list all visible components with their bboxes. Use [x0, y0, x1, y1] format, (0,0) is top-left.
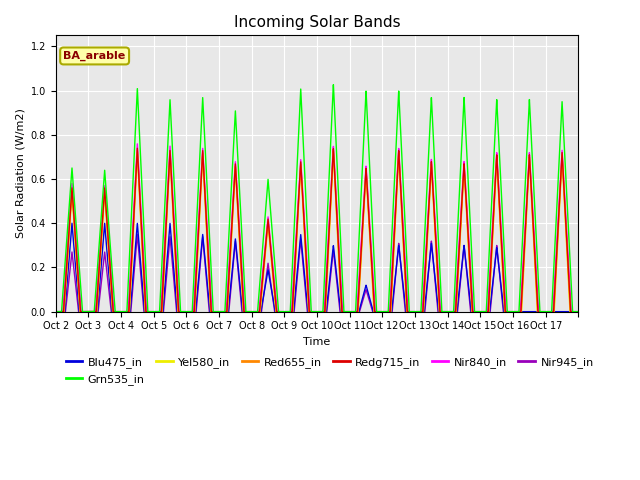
Redg715_in: [575, 309, 582, 314]
Blu475_in: [361, 286, 369, 292]
Line: Redg715_in: Redg715_in: [56, 148, 579, 312]
Blu475_in: [241, 309, 249, 314]
Nir945_in: [241, 309, 249, 314]
Nir945_in: [78, 309, 86, 314]
Nir840_in: [575, 309, 582, 314]
Nir945_in: [134, 231, 141, 237]
Grn535_in: [52, 309, 60, 314]
Blu475_in: [384, 309, 392, 314]
Yel580_in: [467, 295, 475, 301]
Line: Blu475_in: Blu475_in: [56, 223, 579, 312]
Grn535_in: [575, 309, 582, 314]
Redg715_in: [361, 182, 369, 188]
Grn535_in: [384, 309, 392, 314]
Yel580_in: [361, 187, 369, 193]
Grn535_in: [467, 240, 475, 246]
Nir945_in: [575, 309, 582, 314]
Yel580_in: [134, 150, 141, 156]
Yel580_in: [241, 309, 249, 314]
Red655_in: [467, 290, 475, 296]
Grn535_in: [440, 309, 447, 314]
Line: Grn535_in: Grn535_in: [56, 84, 579, 312]
Nir840_in: [241, 309, 249, 314]
Yel580_in: [78, 309, 86, 314]
Blu475_in: [467, 308, 475, 314]
Grn535_in: [78, 301, 86, 307]
Grn535_in: [330, 82, 337, 87]
Line: Nir840_in: Nir840_in: [56, 144, 579, 312]
Redg715_in: [384, 309, 392, 314]
Nir840_in: [52, 309, 60, 314]
Blu475_in: [68, 220, 76, 226]
Blu475_in: [440, 309, 447, 314]
Red655_in: [384, 309, 392, 314]
Red655_in: [440, 309, 447, 314]
Nir840_in: [78, 309, 86, 314]
Redg715_in: [78, 309, 86, 314]
Grn535_in: [241, 292, 249, 298]
Nir840_in: [361, 179, 369, 185]
Nir945_in: [467, 309, 475, 314]
Nir945_in: [384, 309, 392, 314]
Legend: Blu475_in, Grn535_in, Yel580_in, Red655_in, Redg715_in, Nir840_in, Nir945_in: Blu475_in, Grn535_in, Yel580_in, Red655_…: [61, 353, 598, 389]
Blu475_in: [575, 309, 582, 314]
Redg715_in: [467, 285, 475, 290]
Y-axis label: Solar Radiation (W/m2): Solar Radiation (W/m2): [15, 108, 25, 239]
Nir840_in: [134, 141, 141, 147]
Nir945_in: [361, 290, 369, 296]
Nir840_in: [440, 309, 447, 314]
Redg715_in: [52, 309, 60, 314]
Line: Nir945_in: Nir945_in: [56, 234, 579, 312]
Nir840_in: [467, 276, 475, 281]
Red655_in: [78, 309, 86, 314]
X-axis label: Time: Time: [303, 337, 331, 347]
Title: Incoming Solar Bands: Incoming Solar Bands: [234, 15, 401, 30]
Blu475_in: [78, 309, 86, 314]
Red655_in: [134, 148, 141, 154]
Nir945_in: [440, 309, 447, 314]
Redg715_in: [134, 145, 141, 151]
Text: BA_arable: BA_arable: [63, 51, 125, 61]
Line: Yel580_in: Yel580_in: [56, 153, 579, 312]
Yel580_in: [575, 309, 582, 314]
Redg715_in: [440, 309, 447, 314]
Redg715_in: [241, 309, 249, 314]
Yel580_in: [440, 309, 447, 314]
Red655_in: [575, 309, 582, 314]
Line: Red655_in: Red655_in: [56, 151, 579, 312]
Red655_in: [52, 309, 60, 314]
Red655_in: [241, 309, 249, 314]
Blu475_in: [52, 309, 60, 314]
Nir945_in: [52, 309, 60, 314]
Yel580_in: [52, 309, 60, 314]
Yel580_in: [384, 309, 392, 314]
Red655_in: [361, 185, 369, 191]
Nir840_in: [384, 309, 392, 314]
Grn535_in: [361, 109, 369, 115]
